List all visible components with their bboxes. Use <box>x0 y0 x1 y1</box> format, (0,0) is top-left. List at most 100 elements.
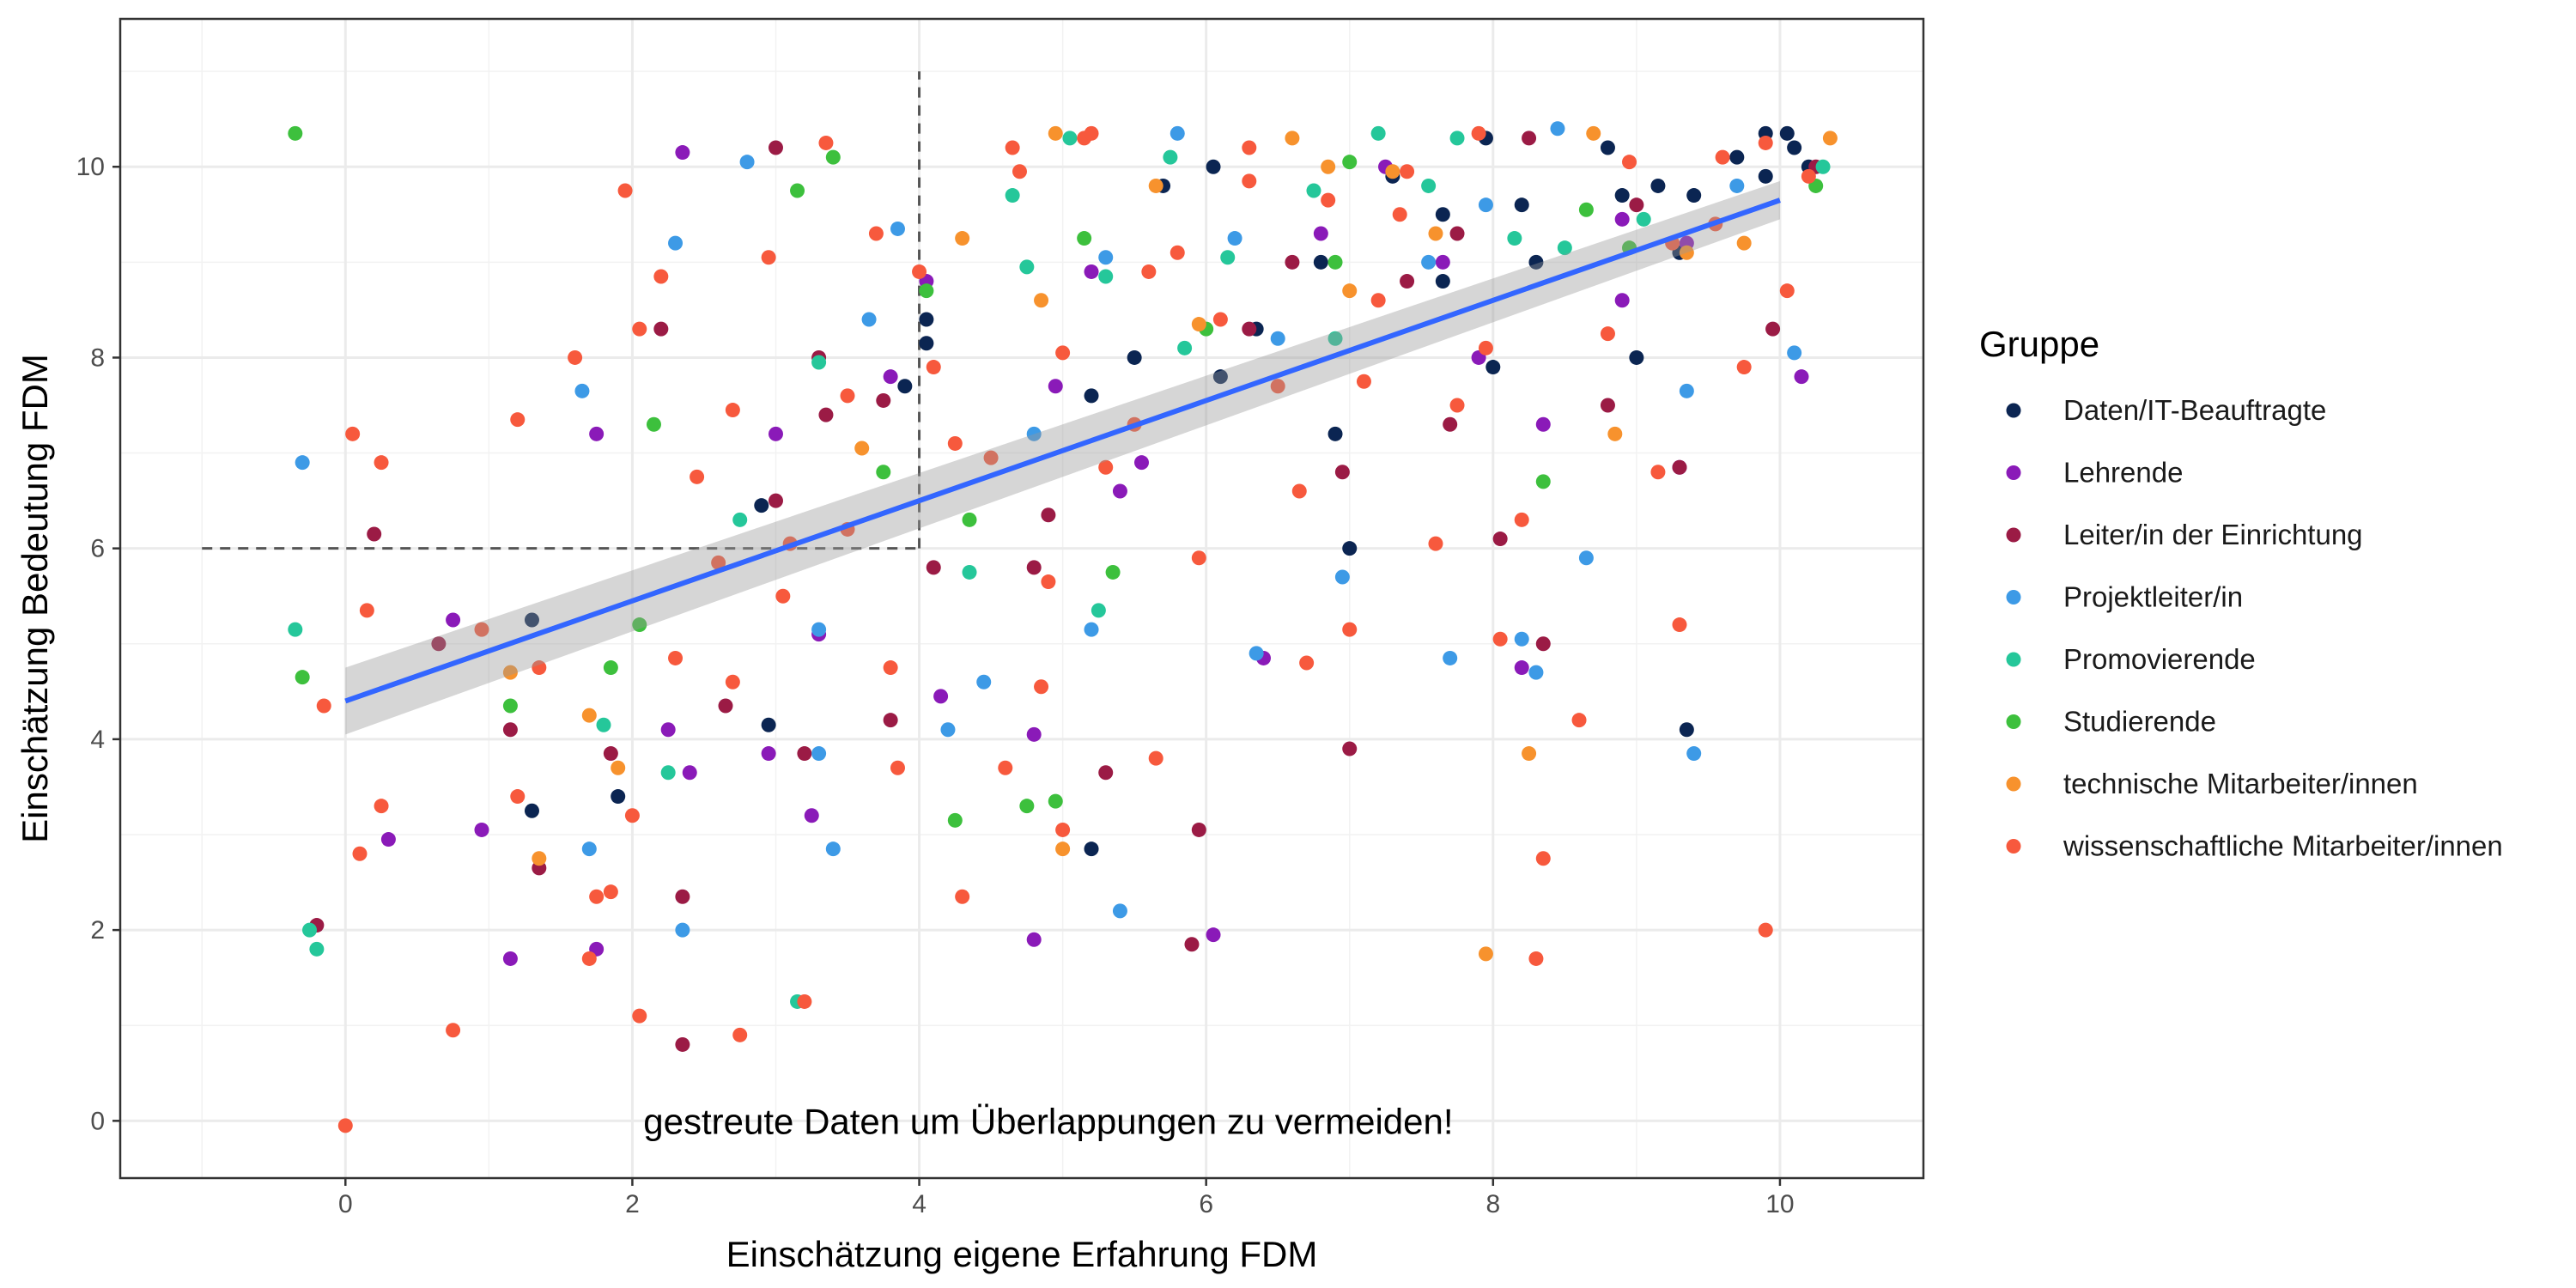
data-point <box>337 1118 353 1133</box>
legend-label: technische Mitarbeiter/innen <box>2063 768 2418 799</box>
data-point <box>761 717 776 732</box>
data-point <box>1679 722 1694 738</box>
y-tick-label: 6 <box>90 535 105 563</box>
data-point <box>1342 155 1358 170</box>
data-point <box>1679 383 1694 398</box>
data-point <box>1327 254 1343 270</box>
data-point <box>1629 197 1644 213</box>
data-point <box>1091 603 1106 618</box>
data-point <box>1112 483 1127 499</box>
data-point <box>1026 932 1042 947</box>
data-point <box>1084 841 1099 857</box>
data-point <box>725 674 740 690</box>
data-point <box>431 636 447 652</box>
legend-key <box>2006 527 2021 543</box>
data-point <box>1686 188 1702 204</box>
data-point <box>1084 622 1099 637</box>
data-point <box>1758 135 1773 150</box>
data-point <box>1249 646 1264 661</box>
data-point <box>876 465 891 480</box>
legend-label: Projektleiter/in <box>2063 581 2243 613</box>
data-point <box>524 612 539 628</box>
data-point <box>1528 665 1544 680</box>
data-point <box>797 993 812 1009</box>
data-point <box>1535 474 1551 489</box>
regression-fit <box>344 180 1781 735</box>
data-point <box>1034 293 1049 308</box>
data-point <box>675 1036 690 1052</box>
data-point <box>1535 416 1551 432</box>
data-point <box>955 231 970 246</box>
data-point <box>1270 331 1285 346</box>
data-point <box>1736 235 1752 251</box>
data-point <box>1048 125 1063 141</box>
plot-border <box>118 17 1925 1180</box>
data-point <box>1650 178 1666 193</box>
data-point <box>1421 178 1437 193</box>
data-point <box>474 822 489 837</box>
legend-key <box>2006 403 2021 418</box>
data-point <box>1184 937 1200 952</box>
data-point <box>1614 211 1630 227</box>
data-point <box>502 698 518 714</box>
data-point <box>983 450 999 465</box>
legend-label: Studierende <box>2063 706 2216 738</box>
data-point <box>1535 636 1551 652</box>
data-point <box>761 250 776 265</box>
confidence-band <box>345 180 1780 735</box>
data-point <box>1334 569 1350 585</box>
data-point <box>732 512 748 527</box>
data-point <box>1514 660 1529 676</box>
data-point <box>1622 155 1637 170</box>
data-point <box>1356 374 1371 389</box>
x-tick-label: 10 <box>1765 1190 1794 1218</box>
legend-key <box>2006 776 2021 792</box>
data-point <box>840 388 855 404</box>
data-point <box>660 722 676 738</box>
data-point <box>502 951 518 966</box>
data-point <box>675 922 690 938</box>
data-point <box>1242 140 1257 155</box>
data-point <box>1578 202 1594 217</box>
data-point <box>1019 799 1035 814</box>
data-point <box>732 1027 748 1042</box>
data-point <box>502 722 518 738</box>
data-point <box>919 336 934 351</box>
data-point <box>1133 455 1149 471</box>
data-point <box>1327 331 1343 346</box>
data-point <box>1191 822 1206 837</box>
x-tick-label: 2 <box>625 1190 640 1218</box>
data-point <box>1535 851 1551 866</box>
data-point <box>1801 168 1816 184</box>
data-point <box>883 713 898 728</box>
data-point <box>510 789 526 805</box>
data-point <box>897 379 913 394</box>
data-point <box>1815 159 1831 174</box>
data-point <box>1485 360 1501 375</box>
data-point <box>1672 459 1687 475</box>
data-point <box>1098 459 1114 475</box>
data-point <box>1048 379 1063 394</box>
data-point <box>1729 149 1745 165</box>
data-point <box>890 760 905 775</box>
legend-label: Daten/IT-Beauftragte <box>2063 394 2326 426</box>
data-point <box>1285 131 1300 146</box>
data-point <box>1715 149 1730 165</box>
data-point <box>617 183 633 198</box>
data-point <box>675 889 690 904</box>
data-point <box>446 1023 461 1038</box>
data-point <box>926 360 941 375</box>
data-point <box>1392 207 1407 222</box>
data-point <box>811 355 827 370</box>
data-point <box>1163 149 1178 165</box>
data-point <box>962 512 977 527</box>
data-point <box>1041 507 1056 523</box>
data-point <box>1055 822 1071 837</box>
data-point <box>1614 293 1630 308</box>
data-point <box>933 689 949 704</box>
data-point <box>1435 207 1450 222</box>
legend-title: Gruppe <box>1979 324 2099 364</box>
data-point <box>1765 321 1781 337</box>
data-point <box>1779 125 1795 141</box>
data-point <box>374 799 389 814</box>
